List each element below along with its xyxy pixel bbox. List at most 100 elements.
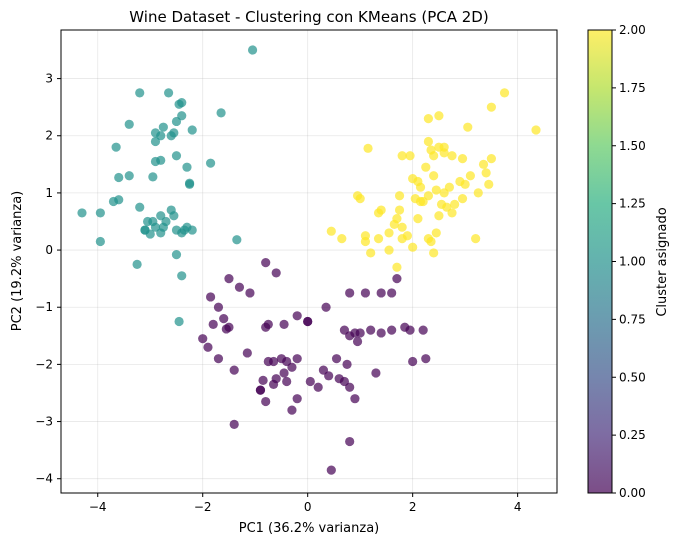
scatter-point-cluster-0: [242, 348, 252, 358]
colorbar-ticks: 0.00 0.25 0.50 0.75 1.00 1.25 1.50 1.75 2.00: [612, 23, 646, 500]
scatter-point-cluster-1: [148, 172, 158, 182]
scatter-point-cluster-2: [447, 208, 457, 218]
scatter-point-cluster-2: [465, 171, 475, 181]
scatter-point-cluster-2: [457, 154, 468, 164]
scatter-point-cluster-1: [232, 235, 242, 245]
scatter-point-cluster-2: [499, 88, 510, 98]
scatter-point-cluster-2: [478, 159, 489, 169]
scatter-point-cluster-0: [392, 274, 402, 284]
scatter-point-cluster-2: [423, 136, 434, 147]
scatter-point-cluster-1: [205, 158, 216, 168]
scatter-point-cluster-1: [161, 216, 171, 227]
scatter-point-cluster-2: [373, 234, 384, 244]
y-tick-label: 1: [45, 186, 53, 200]
scatter-point-cluster-2: [439, 142, 449, 152]
scatter-point-cluster-0: [345, 436, 355, 447]
colorbar-label: Cluster asignado: [655, 207, 670, 316]
scatter-point-cluster-2: [394, 205, 405, 215]
x-tick-label: −4: [89, 500, 107, 514]
scatter-point-cluster-1: [216, 108, 226, 118]
scatter-point-cluster-0: [213, 354, 224, 364]
scatter-point-cluster-0: [208, 319, 218, 329]
scatter-point-cluster-2: [473, 188, 483, 198]
scatter-point-cluster-1: [174, 316, 184, 327]
scatter-point-cluster-1: [132, 259, 142, 269]
scatter-point-cluster-0: [324, 371, 334, 381]
scatter-point-cluster-0: [205, 292, 216, 302]
scatter-point-cluster-1: [158, 122, 168, 132]
scatter-point-cluster-0: [376, 288, 386, 298]
scatter-point-cluster-1: [135, 88, 145, 98]
x-axis-ticks: −4 −2 0 2 4: [89, 493, 521, 514]
scatter-point-cluster-0: [287, 405, 297, 415]
colorbar-tick-label: 0.25: [619, 428, 646, 442]
scatter-point-cluster-2: [402, 231, 413, 241]
scatter-point-cluster-1: [114, 172, 124, 183]
scatter-point-cluster-1: [184, 178, 195, 188]
scatter-point-cluster-1: [156, 155, 166, 165]
colorbar-tick-label: 1.00: [619, 255, 646, 269]
colorbar-tick-label: 0.50: [619, 370, 646, 384]
scatter-point-cluster-2: [531, 125, 541, 135]
x-axis-label: PC1 (36.2% varianza): [239, 521, 380, 536]
scatter-point-cluster-0: [387, 325, 397, 335]
scatter-point-cluster-0: [421, 354, 431, 364]
x-tick-label: −2: [194, 500, 212, 514]
chart-title: Wine Dataset - Clustering con KMeans (PC…: [129, 8, 488, 26]
scatter-point-cluster-1: [77, 208, 87, 218]
scatter-point-cluster-0: [287, 362, 297, 372]
scatter-point-cluster-1: [114, 195, 124, 205]
scatter-point-cluster-1: [177, 111, 187, 121]
scatter-point-cluster-1: [95, 236, 105, 247]
scatter-point-cluster-2: [337, 234, 347, 244]
scatter-point-cluster-2: [366, 248, 376, 258]
scatter-point-cluster-0: [355, 328, 365, 338]
y-tick-label: −1: [35, 300, 53, 314]
scatter-point-cluster-0: [261, 258, 271, 268]
scatter-point-cluster-2: [415, 196, 426, 207]
scatter-point-cluster-0: [339, 325, 350, 335]
scatter-point-cluster-0: [345, 382, 355, 392]
scatter-point-cluster-1: [135, 202, 145, 212]
y-tick-label: 3: [45, 72, 53, 86]
scatter-point-cluster-1: [169, 211, 179, 221]
scatter-point-cluster-2: [392, 262, 402, 272]
scatter-point-cluster-0: [203, 342, 213, 352]
scatter-point-cluster-0: [213, 302, 224, 312]
scatter-point-cluster-2: [447, 151, 457, 161]
scatter-point-cluster-0: [263, 319, 273, 329]
scatter-point-cluster-0: [366, 325, 376, 335]
colorbar-tick-label: 0.75: [619, 312, 646, 326]
scatter-point-cluster-2: [405, 151, 415, 161]
scatter-point-cluster-1: [124, 119, 134, 129]
scatter-point-cluster-0: [350, 394, 360, 404]
scatter-point-cluster-0: [326, 465, 336, 475]
y-tick-label: −3: [35, 415, 53, 429]
scatter-point-cluster-2: [421, 162, 431, 172]
scatter-point-cluster-1: [163, 88, 174, 98]
scatter-point-cluster-2: [434, 211, 444, 221]
scatter-point-cluster-1: [148, 216, 158, 227]
scatter-point-cluster-2: [484, 179, 494, 189]
scatter-point-cluster-2: [431, 185, 441, 195]
scatter-point-cluster-0: [408, 356, 418, 367]
scatter-point-cluster-2: [384, 245, 394, 255]
y-tick-label: 2: [45, 129, 53, 143]
scatter-point-cluster-1: [169, 128, 179, 138]
scatter-point-cluster-2: [481, 168, 491, 178]
scatter-point-cluster-1: [187, 125, 197, 135]
scatter-point-cluster-0: [345, 288, 355, 298]
scatter-point-cluster-2: [326, 226, 336, 236]
plot-frame: [60, 29, 558, 494]
scatter-point-cluster-0: [268, 356, 279, 367]
scatter-point-cluster-2: [434, 111, 444, 121]
scatter-point-cluster-0: [282, 376, 292, 387]
scatter-point-cluster-0: [258, 375, 268, 385]
scatter-point-cluster-1: [187, 225, 197, 235]
colorbar-tick-label: 2.00: [619, 23, 646, 37]
y-tick-label: −4: [35, 472, 53, 486]
scatter-point-cluster-0: [321, 302, 331, 312]
y-tick-label: 0: [45, 243, 53, 257]
